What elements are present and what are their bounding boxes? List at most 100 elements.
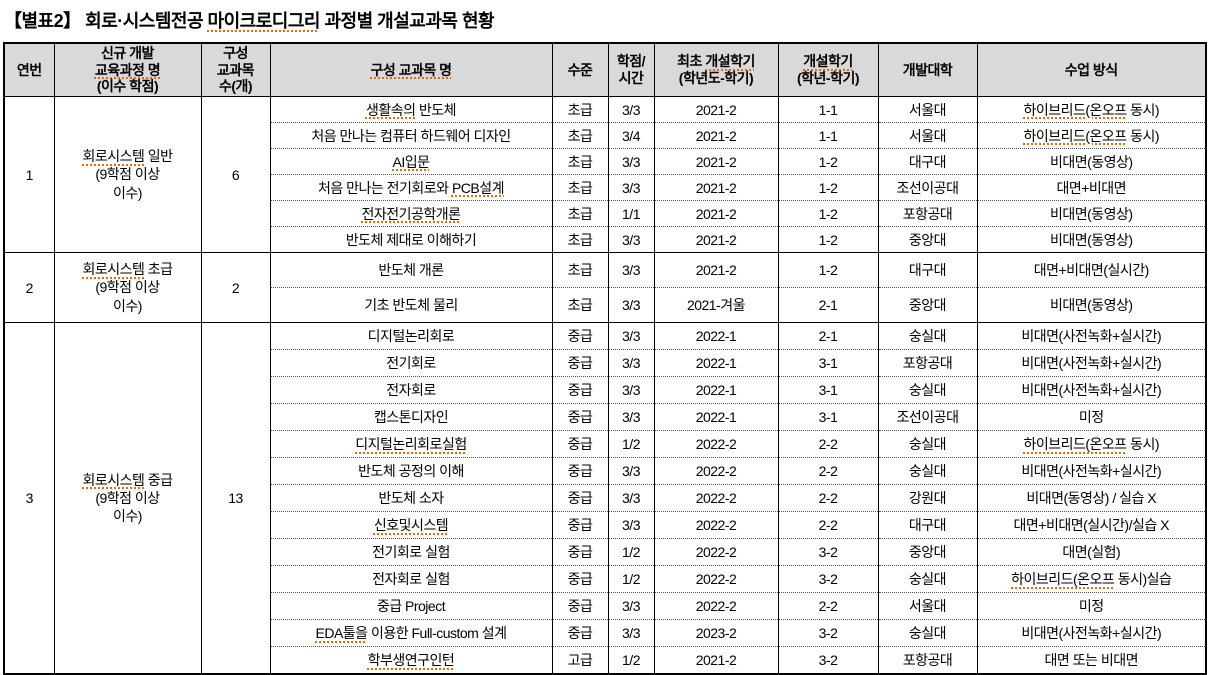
cell-first-term: 2022-1	[653, 403, 779, 431]
cell-program-name: 회로시스템 초급 (9학점 이상 이수)	[53, 252, 202, 323]
cell-univ: 중앙대	[877, 538, 978, 566]
cell-first-term: 2021-2	[653, 148, 779, 175]
cell-term: 1-2	[777, 200, 879, 227]
cell-course-name: AI입문	[269, 148, 553, 175]
cell-univ: 대구대	[877, 511, 978, 539]
cell-course-name: 학부생연구인턴	[269, 646, 553, 674]
cell-univ: 숭실대	[877, 430, 978, 458]
cell-credit-hours: 3/4	[607, 122, 655, 149]
cell-credit-hours: 3/3	[607, 403, 655, 431]
cell-course-name: 캡스톤디자인	[269, 403, 553, 431]
cell-level: 중급	[551, 619, 609, 647]
cell-method: 대면+비대면(실시간)/실습 X	[976, 511, 1207, 539]
cell-univ: 대구대	[877, 148, 978, 175]
cell-method: 하이브리드(온오프 동시)	[976, 122, 1207, 149]
cell-term: 3-2	[777, 646, 879, 674]
cell-course-name: 반도체 제대로 이해하기	[269, 226, 553, 253]
column-header-term: 개설학기 (학년-학기)	[777, 42, 879, 97]
cell-credit-hours: 3/3	[607, 349, 655, 377]
cell-course-name: 생활속의 반도체	[269, 96, 553, 123]
cell-first-term: 2022-1	[653, 322, 779, 350]
cell-term: 3-2	[777, 538, 879, 566]
cell-course-count: 13	[200, 322, 271, 674]
cell-term: 2-2	[777, 484, 879, 512]
table-row: 전자회로 중급 3/3 2022-1 3-1 숭실대 비대면(사전녹화+실시간)	[4, 376, 1207, 404]
cell-first-term: 2021-2	[653, 122, 779, 149]
cell-first-term: 2021-겨울	[653, 287, 779, 323]
cell-credit-hours: 3/3	[607, 484, 655, 512]
cell-univ: 서울대	[877, 122, 978, 149]
cell-course-name: 전자회로 실험	[269, 565, 553, 593]
cell-univ: 조선이공대	[877, 174, 978, 201]
table-row: 반도체 소자 중급 3/3 2022-2 2-2 강원대 비대면(동영상) / 실습 X	[4, 484, 1207, 512]
cell-method: 비대면(동영상)	[976, 226, 1207, 253]
cell-level: 중급	[551, 484, 609, 512]
cell-course-name: 전자회로	[269, 376, 553, 404]
cell-term: 1-1	[777, 122, 879, 149]
cell-term: 2-2	[777, 430, 879, 458]
column-header-credit: 학점/ 시간	[607, 42, 655, 97]
cell-credit-hours: 3/3	[607, 252, 655, 288]
cell-credit-hours: 1/2	[607, 538, 655, 566]
cell-level: 초급	[551, 174, 609, 201]
cell-term: 3-2	[777, 619, 879, 647]
cell-term: 1-2	[777, 252, 879, 288]
cell-term: 1-2	[777, 148, 879, 175]
cell-univ: 중앙대	[877, 226, 978, 253]
table-row: 2 회로시스템 초급 (9학점 이상 이수) 2 반도체 개론 초급 3/3 2021-2 1…	[3, 252, 1207, 323]
cell-term: 3-2	[777, 565, 879, 593]
cell-method: 비대면(동영상) / 실습 X	[976, 484, 1207, 512]
cell-seq: 3	[3, 322, 55, 674]
table-row: 1 회로시스템 일반 (9학점 이상 이수) 6 생활속의 반도체 초급 3/3 2021-…	[3, 96, 1207, 253]
cell-univ: 조선이공대	[877, 403, 978, 431]
table-row: 캡스톤디자인 중급 3/3 2022-1 3-1 조선이공대 미정	[4, 403, 1207, 431]
cell-course-count: 6	[200, 96, 271, 253]
cell-method: 비대면(사전녹화+실시간)	[976, 376, 1207, 404]
cell-course-name: 반도체 개론	[269, 252, 553, 288]
cell-univ: 서울대	[877, 96, 978, 123]
cell-first-term: 2022-2	[653, 511, 779, 539]
cell-term: 2-2	[777, 511, 879, 539]
cell-first-term: 2022-2	[653, 538, 779, 566]
cell-level: 중급	[551, 538, 609, 566]
cell-first-term: 2022-1	[653, 376, 779, 404]
cell-first-term: 2021-2	[653, 96, 779, 123]
cell-credit-hours: 3/3	[607, 619, 655, 647]
cell-program-name: 회로시스템 일반 (9학점 이상 이수)	[53, 96, 202, 253]
table-row: 기초 반도체 물리 초급 3/3 2021-겨울 2-1 중앙대 비대면(동영상)	[4, 287, 1207, 323]
cell-method: 비대면(사전녹화+실시간)	[976, 322, 1207, 350]
cell-course-name: 처음 만나는 전기회로와 PCB설계	[269, 174, 553, 201]
cell-first-term: 2023-2	[653, 619, 779, 647]
column-header-count: 구성 교과목 수(개)	[200, 42, 271, 97]
cell-method: 비대면(사전녹화+실시간)	[976, 619, 1207, 647]
cell-credit-hours: 3/3	[607, 226, 655, 253]
cell-method: 하이브리드(온오프 동시)실습	[976, 565, 1207, 593]
table-row: 전기회로 실험 중급 1/2 2022-2 3-2 중앙대 대면(실험)	[4, 538, 1207, 566]
cell-credit-hours: 1/2	[607, 430, 655, 458]
table-row: 처음 만나는 컴퓨터 하드웨어 디자인 초급 3/4 2021-2 1-1 서울대 하이브리…	[4, 122, 1207, 149]
cell-first-term: 2022-1	[653, 349, 779, 377]
column-header-univ: 개발대학	[877, 42, 978, 97]
table-row: 디지털논리회로실험 중급 1/2 2022-2 2-2 숭실대 하이브리드(온오프 동시)	[4, 430, 1207, 458]
cell-first-term: 2022-2	[653, 430, 779, 458]
cell-univ: 포항공대	[877, 200, 978, 227]
cell-level: 초급	[551, 200, 609, 227]
table-row: 처음 만나는 전기회로와 PCB설계 초급 3/3 2021-2 1-2 조선이공대 대면+…	[4, 174, 1207, 201]
cell-course-name: 전기회로 실험	[269, 538, 553, 566]
cell-univ: 중앙대	[877, 287, 978, 323]
cell-method: 대면(실험)	[976, 538, 1207, 566]
cell-method: 비대면(동영상)	[976, 287, 1207, 323]
cell-method: 대면 또는 비대면	[976, 646, 1207, 674]
cell-term: 1-1	[777, 96, 879, 123]
cell-credit-hours: 3/3	[607, 376, 655, 404]
cell-method: 대면+비대면	[976, 174, 1207, 201]
cell-first-term: 2021-2	[653, 174, 779, 201]
cell-level: 고급	[551, 646, 609, 674]
cell-course-name: 반도체 소자	[269, 484, 553, 512]
cell-course-name: 신호및시스템	[269, 511, 553, 539]
cell-univ: 숭실대	[877, 619, 978, 647]
cell-credit-hours: 1/1	[607, 200, 655, 227]
cell-method: 미정	[976, 592, 1207, 620]
cell-credit-hours: 3/3	[607, 148, 655, 175]
cell-first-term: 2022-2	[653, 565, 779, 593]
